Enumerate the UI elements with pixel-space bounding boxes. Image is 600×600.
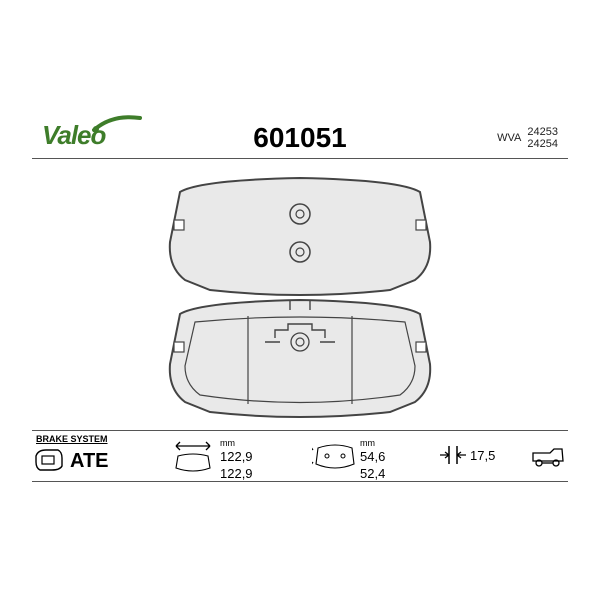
- brake-pad-drawing: [140, 172, 460, 422]
- dimension-value: 122,9: [220, 466, 253, 482]
- dimension-width: mm 122,9 122,9: [220, 438, 253, 482]
- wva-code: 24254: [527, 138, 558, 150]
- divider: [32, 481, 568, 482]
- dimension-thickness: 17,5: [470, 448, 495, 464]
- thickness-icon: [438, 444, 468, 466]
- brake-system-heading: BRAKE SYSTEM: [36, 434, 108, 444]
- van-icon: [532, 448, 564, 468]
- wva-code: 24253: [527, 126, 558, 138]
- dimension-value: 17,5: [470, 448, 495, 464]
- dimension-value: 122,9: [220, 449, 253, 465]
- wva-block: WVA 24253 24254: [497, 126, 558, 150]
- caliper-icon: [34, 448, 64, 472]
- wva-label: WVA: [497, 132, 521, 144]
- pad-lower: [170, 300, 430, 417]
- divider: [32, 430, 568, 431]
- unit-label: mm: [360, 438, 385, 449]
- dimension-height: mm 54,6 52,4: [360, 438, 385, 482]
- dimension-value: 52,4: [360, 466, 385, 482]
- spec-row: BRAKE SYSTEM ATE mm 122,9 122,9 mm 54,6 …: [32, 430, 568, 482]
- dimension-value: 54,6: [360, 449, 385, 465]
- width-icon: [172, 440, 214, 476]
- divider: [32, 158, 568, 159]
- height-icon: [312, 440, 358, 476]
- brake-system-value: ATE: [70, 450, 109, 473]
- unit-label: mm: [220, 438, 253, 449]
- pad-upper: [170, 178, 430, 295]
